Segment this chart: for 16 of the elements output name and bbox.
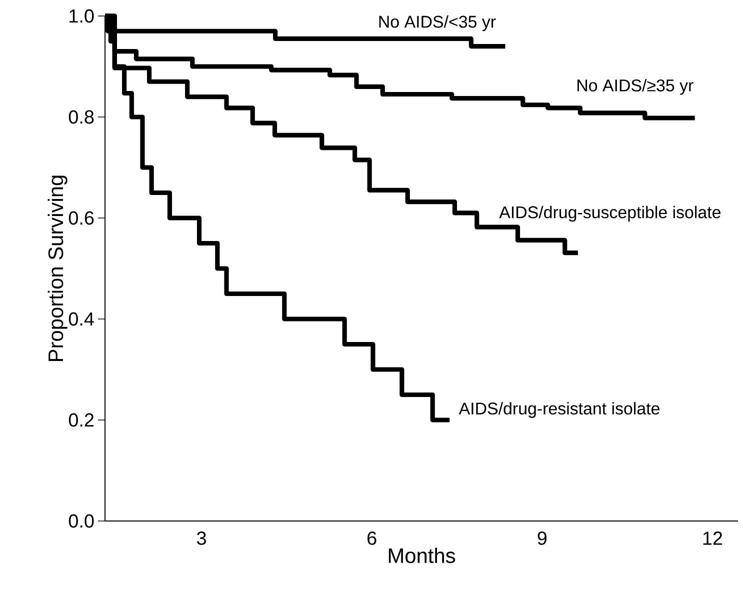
y-tick-label: 0.0 [68,514,94,528]
series-label: No AIDS/<35 yr [379,15,496,32]
x-tick-label: 12 [703,532,722,545]
series-label: No AIDS/≥35 yr [578,79,694,95]
y-tick-label: 0.8 [68,110,94,124]
y-tick-label: 0.4 [68,312,94,326]
x-tick-label: 6 [368,532,376,545]
x-tick-label: 9 [538,532,547,545]
x-axis-title: Months [388,548,456,564]
series-label: AIDS/drug-resistant isolate [458,402,660,418]
y-axis-title: Proportion Surviving [48,176,68,361]
y-tick-label: 0.6 [68,211,94,225]
x-tick-label: 3 [196,532,206,545]
series-label: AIDS/drug-susceptible isolate [499,206,720,222]
y-tick-label: 1.0 [70,9,94,23]
y-tick-label: 0.2 [68,413,94,427]
